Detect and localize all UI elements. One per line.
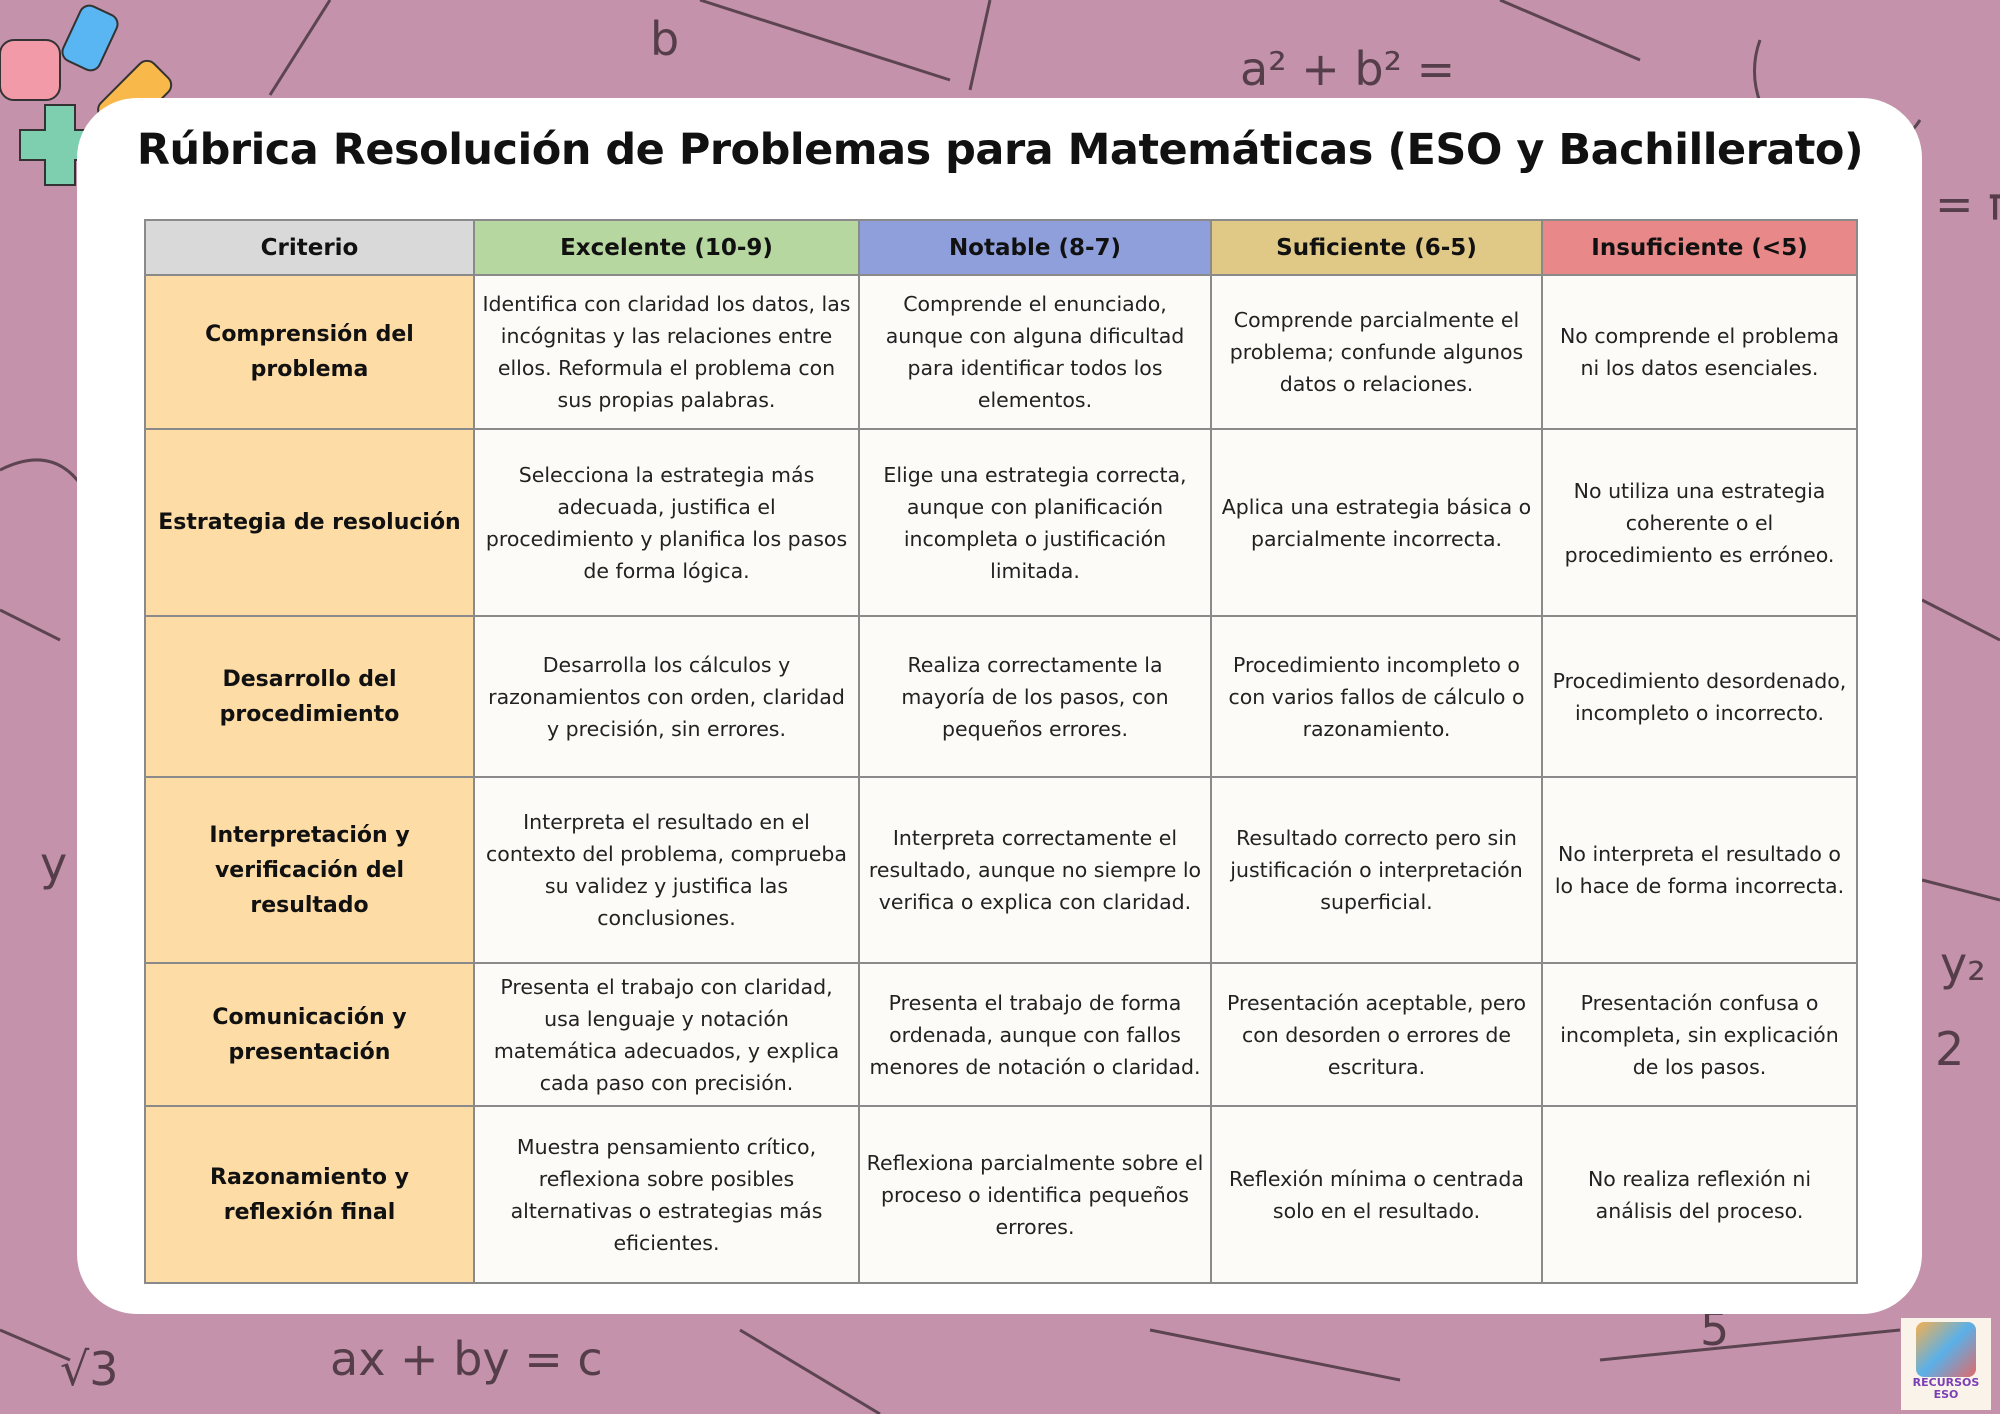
suficiente-cell: Comprende parcialmente el problema; conf… (1210, 274, 1543, 430)
notable-cell: Reflexiona parcialmente sobre el proceso… (858, 1105, 1212, 1284)
svg-text:√3: √3 (60, 1342, 119, 1396)
logo-text: RECURSOS ESO (1912, 1376, 1980, 1401)
svg-text:2: 2 (1935, 1022, 1964, 1076)
criterio-cell: Interpretación y verificación del result… (144, 776, 475, 964)
header-insuficiente: Insuficiente (<5) (1541, 219, 1858, 276)
insuficiente-cell: Procedimiento desordenado, incompleto o … (1541, 615, 1858, 778)
excelente-cell: Interpreta el resultado en el contexto d… (473, 776, 860, 964)
page-title: Rúbrica Resolución de Problemas para Mat… (136, 125, 1864, 175)
excelente-cell: Selecciona la estrategia más adecuada, j… (473, 428, 860, 617)
table-row: Estrategia de resolución Selecciona la e… (144, 428, 1858, 617)
header-excelente: Excelente (10-9) (473, 219, 860, 276)
excelente-cell: Muestra pensamiento crítico, reflexiona … (473, 1105, 860, 1284)
table-row: Interpretación y verificación del result… (144, 776, 1858, 964)
insuficiente-cell: No interpreta el resultado o lo hace de … (1541, 776, 1858, 964)
header-criterio: Criterio (144, 219, 475, 276)
suficiente-cell: Aplica una estrategia básica o parcialme… (1210, 428, 1543, 617)
table-row: Comprensión del problema Identifica con … (144, 274, 1858, 430)
notable-cell: Comprende el enunciado, aunque con algun… (858, 274, 1212, 430)
header-suficiente: Suficiente (6-5) (1210, 219, 1543, 276)
svg-text:y₂: y₂ (1940, 937, 1986, 991)
header-notable: Notable (8-7) (858, 219, 1212, 276)
svg-text:b: b (650, 12, 679, 66)
header-row: Criterio Excelente (10-9) Notable (8-7) … (144, 219, 1858, 276)
excelente-cell: Identifica con claridad los datos, las i… (473, 274, 860, 430)
notable-cell: Presenta el trabajo de forma ordenada, a… (858, 962, 1212, 1107)
notable-cell: Interpreta correctamente el resultado, a… (858, 776, 1212, 964)
insuficiente-cell: No comprende el problema ni los datos es… (1541, 274, 1858, 430)
table-row: Comunicación y presentación Presenta el … (144, 962, 1858, 1107)
table-row: Desarrollo del procedimiento Desarrolla … (144, 615, 1858, 778)
criterio-cell: Comunicación y presentación (144, 962, 475, 1107)
criterio-cell: Razonamiento y reflexión final (144, 1105, 475, 1284)
notable-cell: Realiza correctamente la mayoría de los … (858, 615, 1212, 778)
excelente-cell: Desarrolla los cálculos y razonamientos … (473, 615, 860, 778)
insuficiente-cell: No realiza reflexión ni análisis del pro… (1541, 1105, 1858, 1284)
suficiente-cell: Procedimiento incompleto o con varios fa… (1210, 615, 1543, 778)
excelente-cell: Presenta el trabajo con claridad, usa le… (473, 962, 860, 1107)
recursos-eso-logo: RECURSOS ESO (1901, 1318, 1991, 1410)
svg-text:= π: = π (1935, 177, 2000, 231)
criterio-cell: Estrategia de resolución (144, 428, 475, 617)
svg-text:a² + b² =: a² + b² = (1240, 42, 1455, 96)
criterio-cell: Desarrollo del procedimiento (144, 615, 475, 778)
criterio-cell: Comprensión del problema (144, 274, 475, 430)
insuficiente-cell: No utiliza una estrategia coherente o el… (1541, 428, 1858, 617)
notable-cell: Elige una estrategia correcta, aunque co… (858, 428, 1212, 617)
svg-text:y: y (40, 837, 67, 891)
suficiente-cell: Presentación aceptable, pero con desorde… (1210, 962, 1543, 1107)
insuficiente-cell: Presentación confusa o incompleta, sin e… (1541, 962, 1858, 1107)
child-reading-book-icon (1916, 1322, 1976, 1377)
table-row: Razonamiento y reflexión final Muestra p… (144, 1105, 1858, 1284)
suficiente-cell: Resultado correcto pero sin justificació… (1210, 776, 1543, 964)
svg-text:ax + by = c: ax + by = c (330, 1332, 603, 1386)
rubric-table: Criterio Excelente (10-9) Notable (8-7) … (144, 219, 1858, 1284)
suficiente-cell: Reflexión mínima o centrada solo en el r… (1210, 1105, 1543, 1284)
